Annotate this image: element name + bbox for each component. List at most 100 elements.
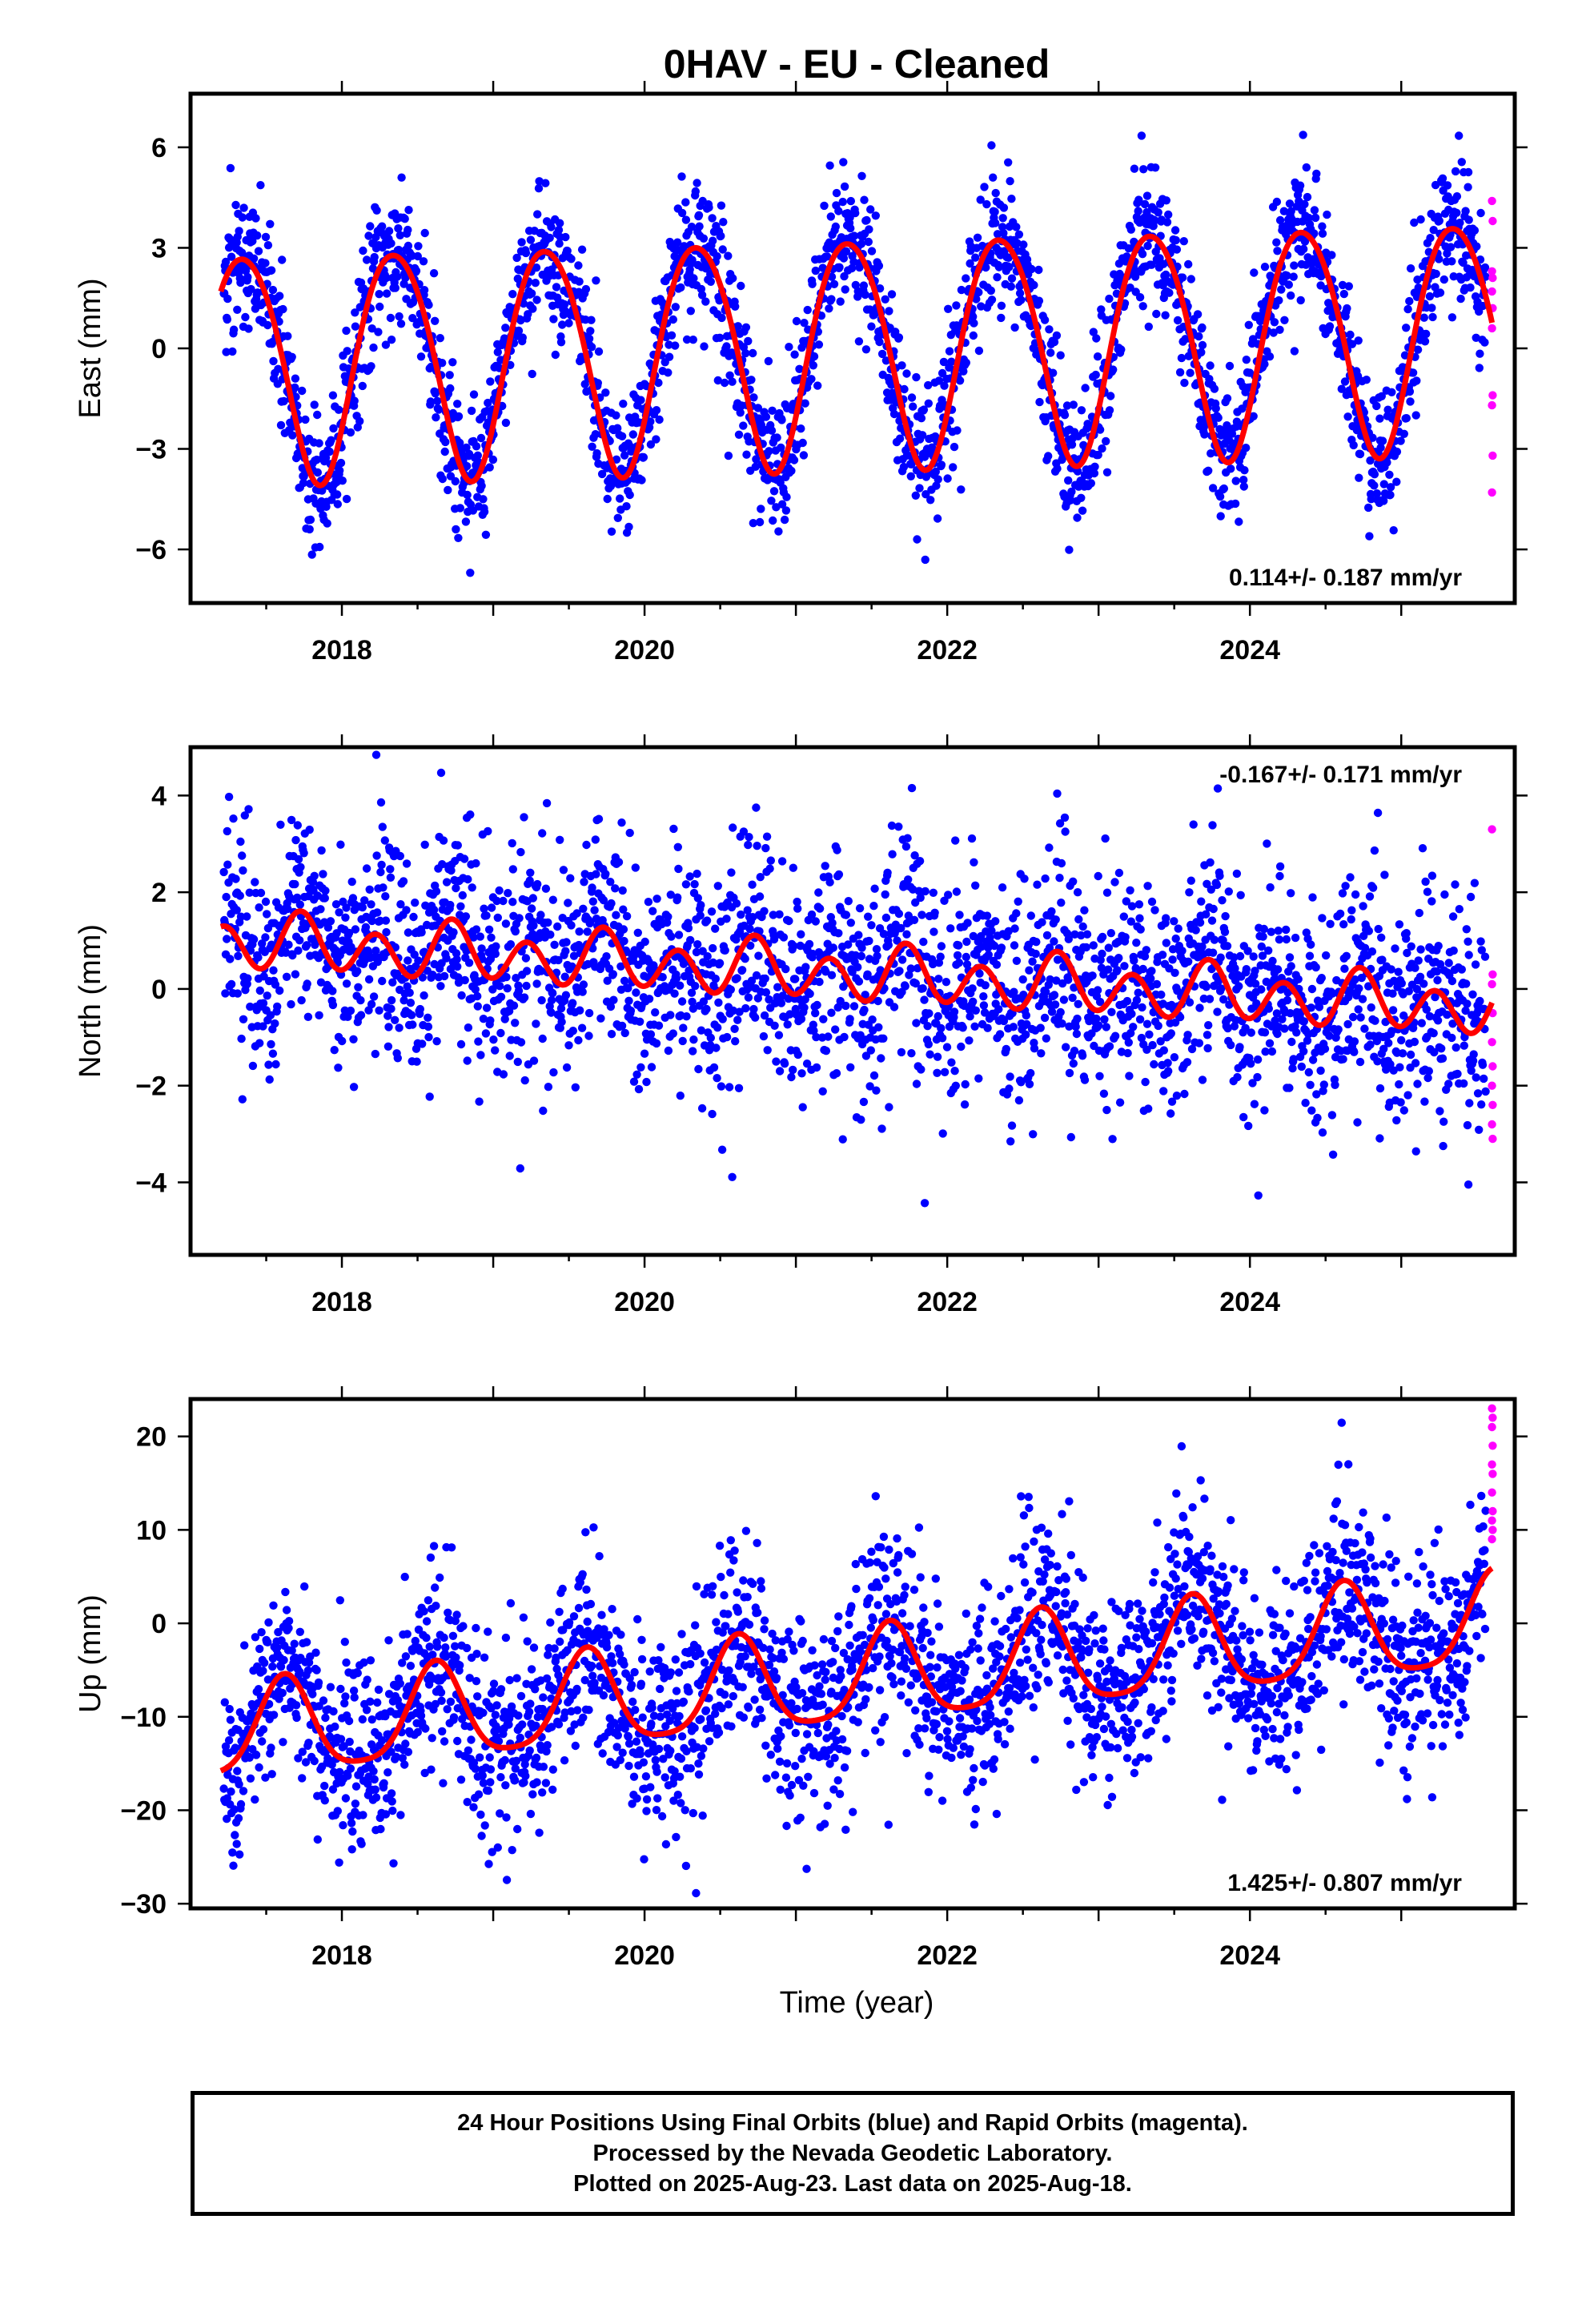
north-final-point	[1257, 985, 1266, 994]
east-final-point	[1383, 405, 1392, 414]
north-final-point	[404, 928, 413, 937]
north-final-point	[745, 924, 754, 934]
east-rapid-point	[1488, 451, 1497, 460]
north-final-point	[436, 982, 445, 991]
east-final-point	[717, 201, 726, 210]
east-final-point	[587, 316, 596, 324]
east-final-point	[1139, 165, 1148, 174]
east-final-point	[336, 458, 346, 468]
north-final-point	[942, 1043, 952, 1051]
north-final-point	[970, 1022, 979, 1031]
north-final-point	[938, 1034, 947, 1043]
east-final-point	[1235, 517, 1243, 526]
east-final-point	[857, 171, 866, 180]
east-final-point	[1178, 273, 1187, 282]
north-final-point	[1066, 1132, 1076, 1142]
north-final-point	[789, 942, 798, 951]
north-final-point	[360, 896, 369, 905]
east-final-point	[397, 173, 406, 182]
north-final-point	[640, 937, 649, 947]
east-final-point	[318, 486, 327, 495]
north-final-point	[520, 813, 528, 822]
north-final-point	[1070, 930, 1079, 939]
east-final-point	[701, 297, 710, 306]
east-final-point	[1349, 440, 1358, 450]
north-final-point	[620, 976, 629, 986]
north-final-point	[1225, 1000, 1234, 1009]
north-final-point	[995, 1030, 1005, 1039]
east-final-point	[231, 200, 240, 210]
north-final-point	[348, 894, 358, 903]
east-final-point	[765, 447, 773, 456]
north-final-point	[381, 892, 390, 901]
east-final-point	[238, 248, 247, 257]
north-final-point	[883, 868, 892, 878]
east-final-point	[367, 362, 375, 371]
east-final-point	[1405, 387, 1415, 396]
north-final-point	[1107, 1007, 1116, 1017]
east-final-point	[278, 255, 287, 264]
north-final-point	[529, 921, 538, 931]
north-final-point	[930, 908, 939, 918]
east-final-point	[1095, 425, 1105, 434]
north-final-point	[1183, 1031, 1192, 1039]
north-final-point	[947, 1058, 956, 1067]
north-final-point	[1278, 1015, 1287, 1023]
north-final-point	[833, 1003, 842, 1012]
east-final-point	[1242, 356, 1251, 364]
east-final-point	[456, 504, 464, 513]
north-final-point	[1009, 1023, 1018, 1031]
north-final-point	[951, 1081, 961, 1091]
east-final-point	[1092, 334, 1101, 343]
east-final-point	[789, 456, 799, 464]
east-final-point	[947, 357, 956, 366]
north-final-point	[957, 1042, 966, 1051]
north-final-point	[812, 1032, 821, 1042]
east-final-point	[1162, 270, 1170, 279]
north-final-point	[911, 898, 920, 907]
north-final-point	[1122, 897, 1131, 906]
east-final-point	[1015, 289, 1025, 298]
east-final-point	[233, 305, 242, 314]
north-final-point	[906, 964, 916, 973]
east-final-point	[616, 494, 624, 503]
east-final-point	[757, 420, 766, 429]
north-final-point	[811, 1008, 820, 1018]
east-final-point	[757, 505, 765, 513]
north-final-point	[679, 1023, 688, 1032]
north-final-point	[1248, 1079, 1257, 1088]
north-final-point	[674, 864, 683, 874]
north-final-point	[1095, 1072, 1104, 1081]
north-final-point	[608, 970, 617, 979]
east-final-point	[768, 406, 777, 415]
east-final-point	[809, 352, 819, 361]
east-final-point	[1144, 322, 1154, 332]
north-final-point	[865, 1082, 874, 1091]
north-final-point	[614, 858, 624, 866]
north-final-point	[367, 900, 375, 909]
east-final-point	[592, 448, 601, 458]
east-final-point	[1034, 296, 1044, 305]
east-final-point	[931, 467, 941, 476]
north-final-point	[482, 1003, 492, 1012]
north-final-point	[917, 1065, 926, 1074]
north-final-point	[1012, 956, 1022, 966]
north-final-point	[508, 838, 516, 848]
north-final-point	[680, 959, 689, 967]
east-final-point	[921, 490, 930, 499]
east-final-point	[420, 286, 429, 295]
north-final-point	[1213, 784, 1223, 793]
east-final-point	[1138, 302, 1147, 311]
north-final-point	[1041, 874, 1050, 883]
east-final-point	[387, 336, 396, 344]
east-final-point	[612, 455, 621, 464]
north-final-point	[893, 936, 901, 945]
north-final-point	[853, 963, 862, 971]
east-final-point	[986, 286, 996, 296]
east-final-point	[835, 263, 844, 271]
north-final-point	[579, 980, 588, 989]
east-final-point	[871, 211, 881, 220]
north-final-point	[386, 865, 395, 874]
east-final-point	[1179, 237, 1189, 246]
north-final-point	[732, 899, 741, 908]
